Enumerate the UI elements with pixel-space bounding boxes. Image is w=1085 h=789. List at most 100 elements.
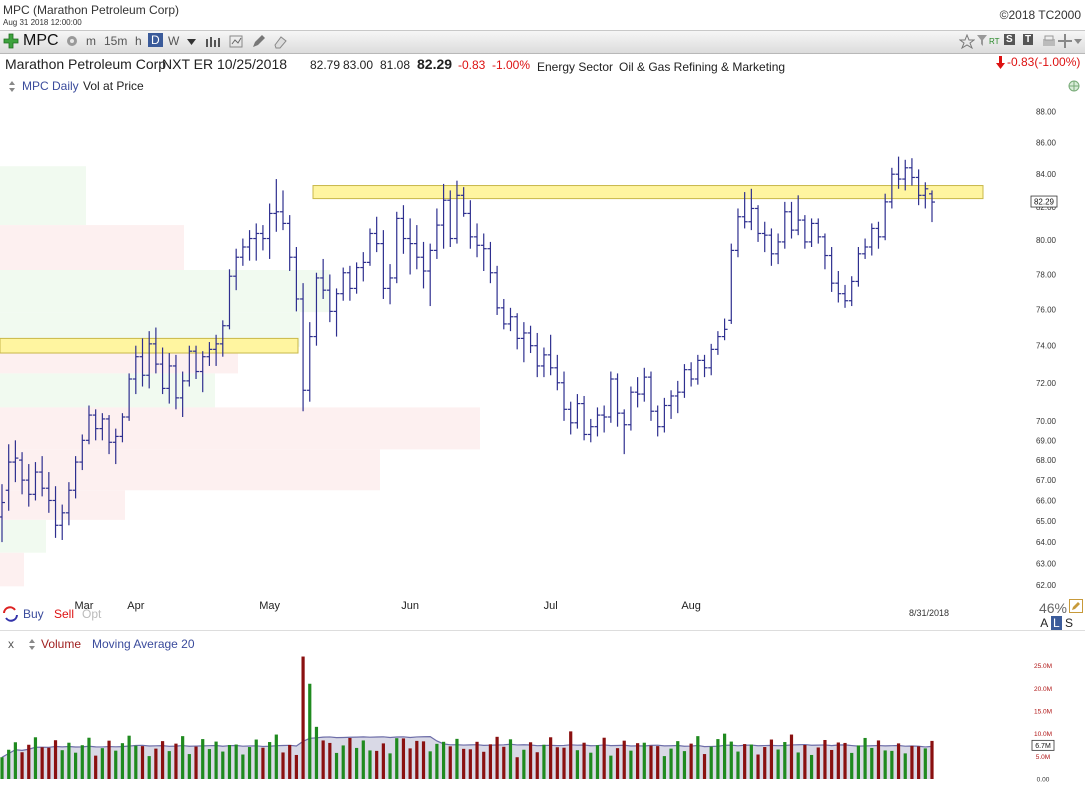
volume-bar: [441, 741, 446, 779]
realtime-badge[interactable]: RT: [989, 37, 1000, 46]
series-label[interactable]: MPC Daily: [22, 79, 79, 93]
ohlc-bar: [474, 223, 481, 258]
timeframe-hour[interactable]: h: [135, 34, 142, 48]
price-tick-label: 88.00: [1036, 107, 1057, 116]
ohlc-bar: [641, 367, 648, 402]
scale-auto[interactable]: A: [1040, 616, 1048, 630]
ohlc-bar: [500, 298, 507, 330]
ohlc-bar: [627, 386, 634, 431]
ohlc-bar: [106, 415, 113, 455]
ohlc-bar: [801, 215, 808, 249]
ohlc-bar: [85, 405, 92, 445]
price-chart[interactable]: 62.00 63.00 64.00 65.00 66.00 67.00 68.00 69.00…: [0, 96, 1085, 626]
refresh-icon[interactable]: [2, 606, 19, 622]
volume-bar: [20, 752, 24, 779]
star-icon[interactable]: [959, 34, 975, 49]
volume-bar: [569, 731, 573, 779]
timeframe-minute[interactable]: m: [86, 34, 96, 48]
price-tick-label: 80.00: [1036, 236, 1057, 245]
svg-text:82.29: 82.29: [1034, 198, 1055, 207]
pencil-icon[interactable]: [251, 34, 266, 49]
volume-bar: [522, 749, 526, 779]
ohlc-bar: [520, 322, 527, 363]
price-tick-label: 70.00: [1036, 417, 1057, 426]
volume-bar: [769, 739, 774, 779]
volume-bar: [662, 756, 666, 779]
volume-bar: [722, 733, 727, 779]
sell-button[interactable]: Sell: [54, 607, 75, 621]
vap-band: [0, 552, 24, 587]
add-symbol-icon[interactable]: [3, 33, 19, 49]
volume-bar: [428, 751, 432, 779]
print-icon[interactable]: [1042, 35, 1056, 48]
volume-label[interactable]: Volume: [41, 637, 82, 651]
volume-bar: [27, 744, 31, 779]
volume-bar: [268, 742, 272, 779]
ohlc-bar: [888, 167, 895, 209]
timeframe-weekly[interactable]: W: [168, 34, 180, 48]
buy-button[interactable]: Buy: [23, 607, 44, 621]
close-panel-button[interactable]: x: [8, 637, 14, 651]
volume-bar: [495, 736, 499, 779]
ohlc-bar: [835, 271, 842, 303]
ohlc-bar: [561, 371, 568, 421]
panel-divider[interactable]: [0, 630, 1085, 631]
panel-handle-icon[interactable]: [9, 81, 15, 92]
volume-bar: [615, 748, 620, 779]
volume-bar: [40, 747, 44, 779]
next-earnings: NXT ER 10/25/2018: [162, 56, 288, 72]
ohlc-bar: [855, 247, 862, 287]
volume-bar: [475, 741, 479, 779]
ohlc-bar: [139, 338, 146, 387]
moving-average-label[interactable]: Moving Average 20: [92, 637, 195, 651]
open-price: 82.79: [310, 58, 341, 72]
indicator-icon[interactable]: [229, 34, 245, 49]
vap-band: [0, 519, 46, 553]
ohlc-bar: [661, 397, 668, 433]
volume-bar: [696, 736, 700, 779]
timeframe-daily[interactable]: D: [148, 33, 163, 47]
globe-icon[interactable]: [1068, 80, 1080, 92]
option-button[interactable]: Opt: [82, 607, 102, 621]
symbol-input[interactable]: MPC: [23, 32, 59, 49]
scan-button[interactable]: S: [1004, 34, 1015, 45]
ohlc-bar: [193, 345, 200, 380]
scale-split[interactable]: S: [1064, 616, 1073, 630]
trade-button[interactable]: T: [1023, 34, 1034, 45]
edit-icon[interactable]: [1069, 599, 1083, 613]
panel-handle-icon[interactable]: [29, 639, 35, 650]
ohlc-bar: [45, 472, 52, 513]
price-tick-label: 64.00: [1036, 538, 1057, 547]
volume-tick-label: 25.0M: [1034, 663, 1052, 670]
eraser-icon[interactable]: [273, 34, 288, 49]
price-panel-header: MPC Daily Vol at Price: [0, 76, 1085, 96]
price-change: -0.83: [458, 58, 486, 72]
gear-icon[interactable]: [64, 34, 80, 48]
volume-bar: [508, 739, 513, 779]
last-price: 82.29: [417, 56, 453, 72]
ohlc-bar: [621, 409, 628, 455]
timeframe-15m[interactable]: 15m: [104, 34, 128, 48]
ohlc-bar: [828, 247, 835, 292]
ohlc-bar: [775, 233, 782, 265]
chevron-down-icon[interactable]: [187, 39, 196, 45]
filter-icon[interactable]: [977, 35, 987, 47]
ohlc-bar: [79, 434, 86, 471]
ohlc-bar: [601, 405, 608, 433]
scale-log[interactable]: L: [1050, 616, 1062, 630]
ohlc-bar: [393, 211, 400, 284]
volume-bar: [502, 746, 506, 779]
svg-text:6.7M: 6.7M: [1035, 743, 1051, 750]
volume-bar: [435, 743, 439, 779]
volume-chart[interactable]: 0.00 5.0M 10.0M 15.0M 20.0M 25.0M 6.7M: [0, 652, 1085, 789]
indicator-label[interactable]: Vol at Price: [83, 79, 144, 93]
chart-style-icon[interactable]: [205, 35, 221, 48]
move-icon[interactable]: [1058, 34, 1072, 48]
ohlc-bar: [306, 322, 313, 402]
volume-bar: [375, 750, 379, 779]
ohlc-bar: [0, 484, 5, 543]
ohlc-bar: [654, 405, 661, 437]
volume-tick-label: 15.0M: [1034, 708, 1052, 715]
menu-chevron-icon[interactable]: [1074, 39, 1082, 45]
ohlc-bar: [413, 225, 420, 270]
